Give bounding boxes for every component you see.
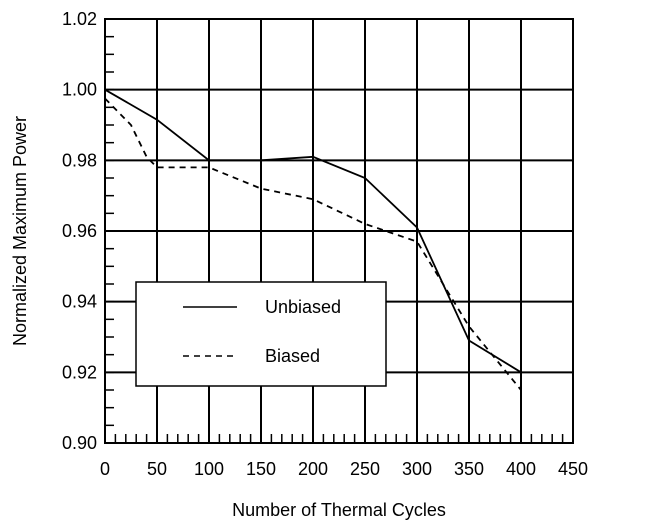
x-tick-label-0: 0: [100, 459, 110, 479]
legend: Unbiased Biased: [135, 281, 387, 387]
legend-label-unbiased: Unbiased: [265, 297, 341, 317]
y-tick-label-0: 0.90: [62, 433, 97, 453]
y-tick-label-4: 0.98: [62, 150, 97, 170]
x-tick-labels: 0 50 100 150 200 250 300 350 400 450: [100, 459, 588, 479]
x-axis-title: Number of Thermal Cycles: [232, 500, 446, 520]
y-tick-label-1: 0.92: [62, 362, 97, 382]
legend-box: [135, 281, 387, 387]
y-tick-labels: 0.90 0.92 0.94 0.96 0.98 1.00 1.02: [62, 9, 97, 453]
x-tick-label-6: 300: [402, 459, 432, 479]
y-tick-label-6: 1.02: [62, 9, 97, 29]
series-line-unbiased: [104, 88, 522, 374]
x-tick-label-8: 400: [506, 459, 536, 479]
y-tick-label-5: 1.00: [62, 80, 97, 100]
x-tick-label-4: 200: [298, 459, 328, 479]
y-axis-title: Normalized Maximum Power: [10, 116, 30, 346]
y-tick-label-2: 0.94: [62, 292, 97, 312]
x-tick-label-9: 450: [558, 459, 588, 479]
y-tick-label-3: 0.96: [62, 221, 97, 241]
legend-label-biased: Biased: [265, 346, 320, 366]
minor-ticks: [104, 18, 574, 444]
series-line-biased: [104, 97, 522, 391]
series-lines: [104, 88, 522, 391]
x-tick-label-2: 100: [194, 459, 224, 479]
x-tick-label-7: 350: [454, 459, 484, 479]
x-tick-label-3: 150: [246, 459, 276, 479]
plot-frame: [104, 18, 574, 444]
x-tick-label-5: 250: [350, 459, 380, 479]
x-tick-label-1: 50: [147, 459, 167, 479]
